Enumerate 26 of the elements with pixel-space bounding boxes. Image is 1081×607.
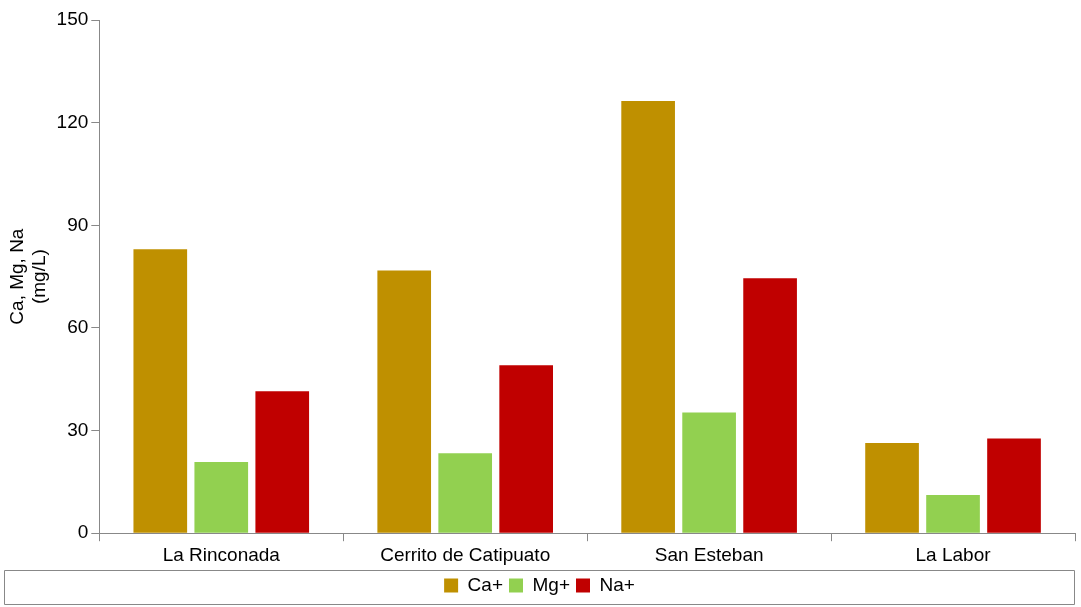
y-tick-label: 120 bbox=[56, 110, 89, 132]
legend-label: Na+ bbox=[599, 573, 635, 595]
bar bbox=[499, 365, 553, 533]
x-tick-label: San Esteban bbox=[654, 543, 764, 565]
x-tick-label: La Rinconada bbox=[162, 543, 281, 565]
bar bbox=[926, 494, 980, 533]
bar bbox=[133, 249, 188, 533]
bar bbox=[377, 270, 432, 533]
y-tick-label: 30 bbox=[67, 418, 89, 440]
y-tick-label: 150 bbox=[56, 8, 89, 30]
x-tick-label: La Labor bbox=[915, 543, 992, 565]
bar bbox=[255, 391, 310, 533]
y-tick-label: 0 bbox=[77, 521, 89, 543]
y-tick-label: 90 bbox=[67, 213, 89, 235]
x-tick-label: Cerrito de Catipuato bbox=[380, 543, 551, 565]
bar bbox=[194, 462, 249, 533]
y-tick-label: 60 bbox=[67, 316, 89, 338]
bar bbox=[743, 278, 797, 533]
bar bbox=[987, 438, 1041, 533]
bar bbox=[438, 453, 493, 533]
legend-label: Ca+ bbox=[467, 573, 504, 595]
bar bbox=[682, 412, 736, 533]
bar bbox=[621, 101, 675, 533]
legend-label: Mg+ bbox=[532, 573, 571, 595]
y-axis-title: Ca, Mg, Na (mg/L) bbox=[5, 228, 50, 325]
bar bbox=[865, 442, 919, 533]
